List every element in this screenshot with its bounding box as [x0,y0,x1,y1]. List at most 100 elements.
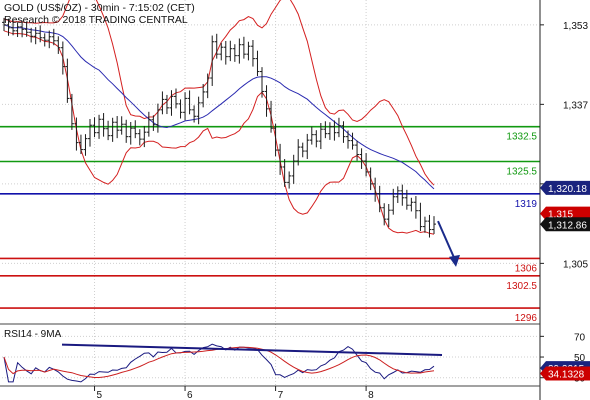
bollinger-upper [3,0,435,186]
ohlc-bar [164,94,169,115]
ohlc-bar [15,22,20,38]
ohlc-bar [400,184,405,206]
price-tag: 1,312.86 [540,217,590,232]
y-tick-label: 1,353 [563,21,588,32]
ohlc-bar [422,216,427,233]
ohlc-bar [341,121,346,143]
ohlc-bar [110,117,115,142]
ohlc-bar [210,35,215,86]
price-tag-box [540,180,590,195]
ohlc-bar [97,114,102,139]
ohlc-bar [278,143,283,175]
ohlc-bar [228,40,233,62]
ohlc-bar [92,117,97,138]
ohlc-bar [24,21,29,37]
x-tick-label: 8 [368,390,374,400]
rsi-value-tag-label: 34.1328 [548,369,585,380]
ohlc-bar [160,91,165,115]
ohlc-bar [128,121,133,145]
ohlc-bar [106,120,111,141]
price-tag-box [540,217,590,232]
ohlc-bar [20,20,25,38]
x-tick-label: 7 [278,390,284,400]
ohlc-bar [124,119,129,143]
price-level-label: 1306 [515,263,538,274]
ohlc-bar [183,92,188,121]
ohlc-bar [260,67,264,98]
ohlc-bar [29,27,34,43]
price-lines-layer: 1332.5 1325.5 1319 1306 1302.5 1296 [0,125,540,324]
ohlc-bar [287,171,292,189]
ohlc-bar [6,18,11,36]
rsi-value-tag-box [540,366,590,381]
ohlc-bar [300,142,305,158]
price-level-label: 1319 [515,199,538,210]
rsi-value-tag: 34.1328 [540,366,590,381]
ohlc-bar [11,19,16,36]
ohlc-bar [137,129,142,146]
ohlc-bar [119,116,124,135]
ohlc-bar [318,122,323,150]
chart-title: GOLD (US$/OZ) - 30min - 7:15:02 (CET) [4,2,195,14]
ohlc-bar [395,186,400,203]
ohlc-bar [386,203,391,228]
rsi-tick-label: 50 [574,353,586,364]
ohlc-bar [60,41,65,75]
ohlc-bar [309,126,314,145]
rsi-line [3,343,435,383]
ohlc-bar [336,117,341,138]
ohlc-bar [38,25,43,43]
ohlc-bar [241,36,246,59]
ohlc-bar [142,125,147,148]
x-tick-label: 5 [97,390,103,400]
rsi-trendline [61,343,443,356]
rsi-title: RSI14 - 9MA [4,329,62,340]
ohlc-bar [264,85,269,117]
price-level-label: 1325.5 [506,167,537,178]
ohlc-bar [368,167,373,191]
y-tick-label: 1,337 [563,100,588,111]
rsi-ma-line [3,346,435,378]
ohlc-bar [377,185,382,213]
rsi-tick-label: 70 [574,332,586,343]
ohlc-bar [373,177,378,202]
ohlc-bar [219,42,224,61]
ohlc-bar [146,111,151,137]
price-tag-label: 1,315 [548,210,573,221]
ohlc-bar [42,33,47,47]
ohlc-bar [327,122,332,140]
ohlc-bar [155,103,160,133]
indicator-layer [3,0,460,267]
ohlc-bar [232,44,237,62]
ohlc-bar [364,153,369,177]
ohlc-bar [314,130,319,148]
ohlc-bar [51,28,56,46]
ohlc-bar [187,90,192,115]
price-tag-label: 1,320.18 [548,184,587,195]
ohlc-bar [56,36,61,54]
ohlc-bar [332,120,337,141]
ohlc-bar [427,214,432,238]
ohlc-bar [196,96,201,125]
x-tick-label: 6 [187,390,193,400]
ohlc-bar [359,148,364,169]
ohlc-bar [101,113,106,137]
ohlc-bar [291,154,296,184]
ohlc-bar [115,116,120,139]
forecast-arrow-head [449,254,460,267]
ohlc-bars-layer [2,17,436,238]
bollinger-lower [3,30,435,235]
ohlc-bar [382,203,387,226]
ohlc-bar [33,27,38,45]
price-tag: 1,320.18 [540,180,590,195]
ohlc-bar [296,139,301,166]
ohlc-bar [133,120,138,139]
price-level-label: 1296 [515,313,538,324]
price-level-label: 1302.5 [506,281,537,292]
ohlc-bar [250,40,255,67]
ohlc-bar [151,115,156,131]
ohlc-bar [169,90,174,116]
